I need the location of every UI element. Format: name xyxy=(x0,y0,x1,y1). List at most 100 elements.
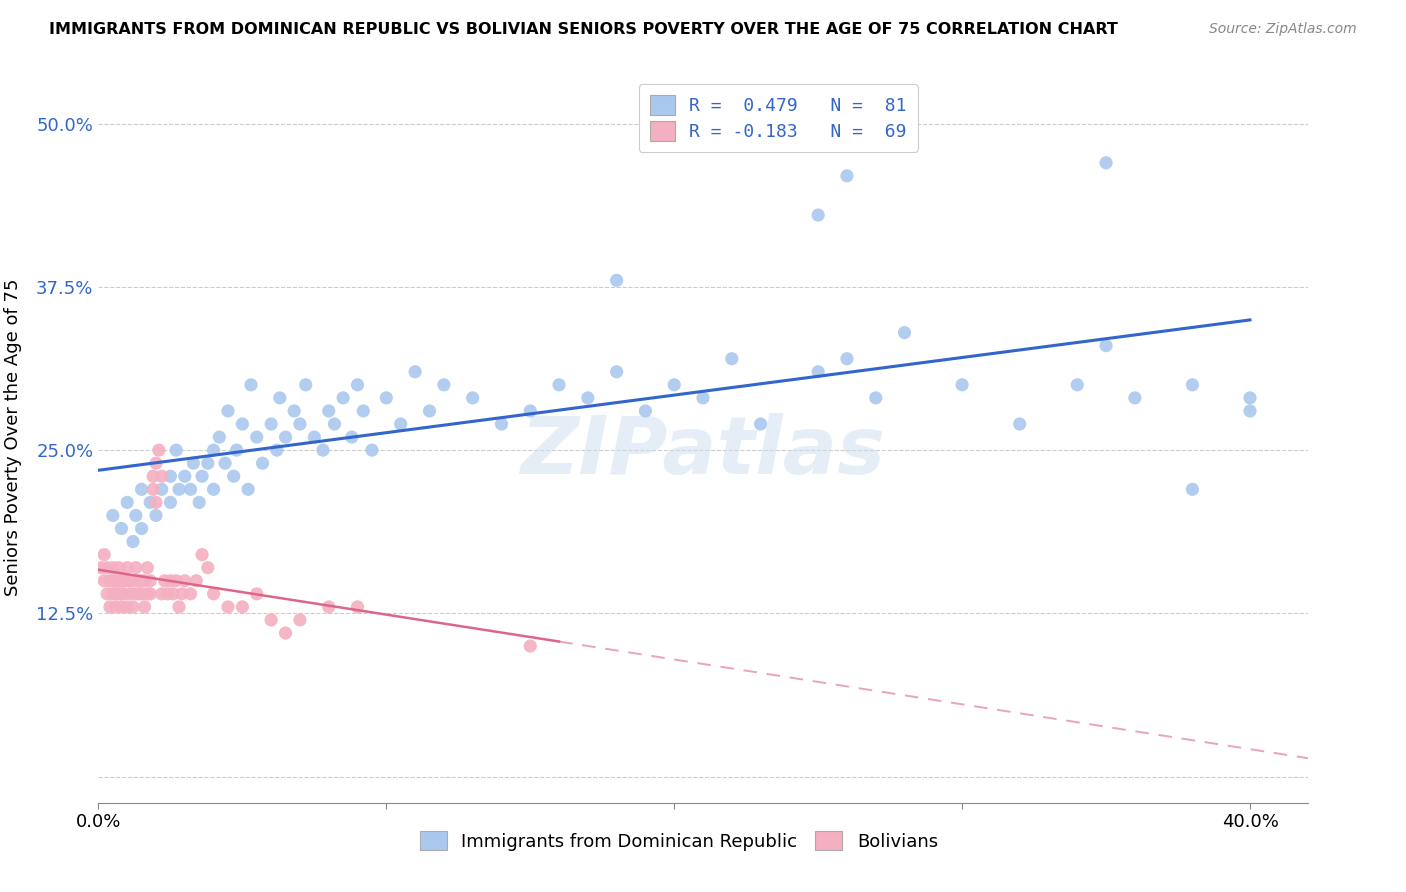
Point xyxy=(519,639,541,653)
Point xyxy=(104,574,127,588)
Point xyxy=(519,404,541,418)
Point xyxy=(332,391,354,405)
Point xyxy=(115,599,138,614)
Point xyxy=(136,587,159,601)
Point xyxy=(173,574,195,588)
Point xyxy=(107,587,129,601)
Point xyxy=(131,483,153,497)
Point xyxy=(145,508,167,523)
Point xyxy=(236,483,259,497)
Point xyxy=(1095,155,1118,169)
Point xyxy=(323,417,346,431)
Point xyxy=(606,273,628,287)
Point xyxy=(283,404,305,418)
Point xyxy=(231,417,253,431)
Point xyxy=(375,391,398,405)
Point xyxy=(1008,417,1031,431)
Point xyxy=(720,351,742,366)
Point xyxy=(120,587,142,601)
Point xyxy=(180,483,202,497)
Point xyxy=(222,469,245,483)
Point xyxy=(807,365,830,379)
Point xyxy=(1181,377,1204,392)
Point xyxy=(101,508,124,523)
Point xyxy=(304,430,326,444)
Point xyxy=(807,208,830,222)
Point xyxy=(865,391,887,405)
Point xyxy=(110,521,132,535)
Point xyxy=(139,495,162,509)
Point xyxy=(101,560,124,574)
Point xyxy=(389,417,412,431)
Point xyxy=(1123,391,1146,405)
Point xyxy=(202,443,225,458)
Point xyxy=(110,574,132,588)
Point xyxy=(159,574,181,588)
Point xyxy=(225,443,247,458)
Point xyxy=(252,456,274,470)
Point xyxy=(214,456,236,470)
Point xyxy=(231,599,253,614)
Legend: Immigrants from Dominican Republic, Bolivians: Immigrants from Dominican Republic, Boli… xyxy=(411,822,948,860)
Point xyxy=(634,404,657,418)
Point xyxy=(165,574,187,588)
Point xyxy=(749,417,772,431)
Point xyxy=(145,456,167,470)
Point xyxy=(294,377,316,392)
Point xyxy=(122,574,145,588)
Point xyxy=(664,377,686,392)
Point xyxy=(128,587,150,601)
Point xyxy=(606,365,628,379)
Point xyxy=(418,404,440,418)
Point xyxy=(576,391,599,405)
Point xyxy=(131,521,153,535)
Point xyxy=(115,495,138,509)
Point xyxy=(361,443,384,458)
Point xyxy=(433,377,456,392)
Point xyxy=(1239,404,1261,418)
Point xyxy=(159,469,181,483)
Point xyxy=(197,456,219,470)
Point xyxy=(352,404,374,418)
Point xyxy=(162,587,184,601)
Point xyxy=(134,599,156,614)
Point xyxy=(110,587,132,601)
Point xyxy=(269,391,291,405)
Point xyxy=(104,599,127,614)
Point xyxy=(148,443,170,458)
Point xyxy=(125,587,148,601)
Text: Source: ZipAtlas.com: Source: ZipAtlas.com xyxy=(1209,22,1357,37)
Point xyxy=(93,548,115,562)
Point xyxy=(246,430,269,444)
Point xyxy=(170,587,193,601)
Point xyxy=(125,508,148,523)
Point xyxy=(346,599,368,614)
Point xyxy=(104,587,127,601)
Point xyxy=(188,495,211,509)
Point xyxy=(835,169,858,183)
Point xyxy=(156,587,179,601)
Point xyxy=(131,574,153,588)
Point xyxy=(288,613,311,627)
Point xyxy=(346,377,368,392)
Point xyxy=(93,574,115,588)
Point xyxy=(98,599,121,614)
Point xyxy=(122,599,145,614)
Point xyxy=(115,560,138,574)
Point xyxy=(548,377,571,392)
Point xyxy=(131,587,153,601)
Point xyxy=(122,534,145,549)
Point xyxy=(246,587,269,601)
Point xyxy=(167,483,190,497)
Point xyxy=(191,548,214,562)
Point xyxy=(153,574,176,588)
Point xyxy=(318,599,340,614)
Point xyxy=(950,377,973,392)
Point xyxy=(96,560,118,574)
Point xyxy=(125,560,148,574)
Point xyxy=(90,560,112,574)
Point xyxy=(260,417,283,431)
Point xyxy=(491,417,513,431)
Point xyxy=(266,443,288,458)
Point xyxy=(186,574,208,588)
